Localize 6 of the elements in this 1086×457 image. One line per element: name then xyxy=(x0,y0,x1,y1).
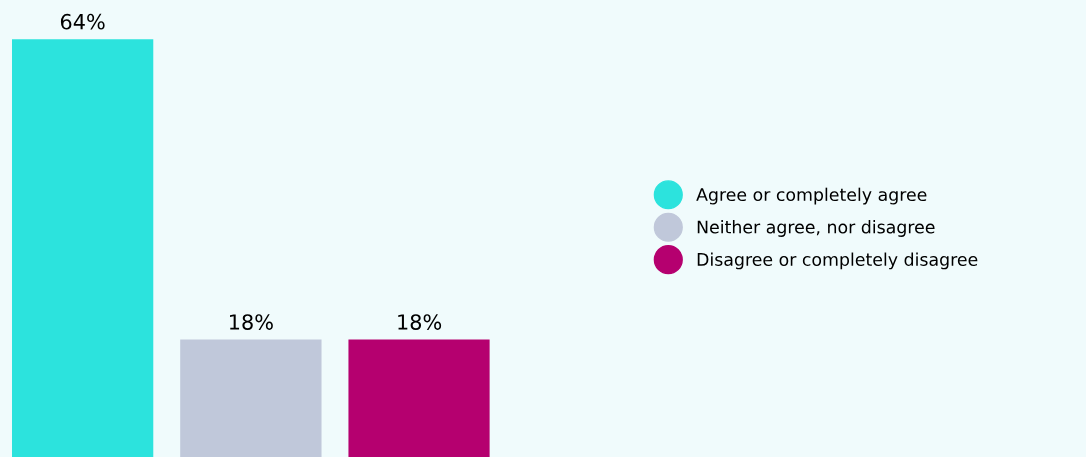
data-label: 64% xyxy=(60,13,105,30)
data-label: 18% xyxy=(230,314,273,330)
data-label: 18% xyxy=(398,314,442,330)
legend-label: Neither agree, nor disagree xyxy=(697,220,935,237)
legend-label: Disagree or completely disagree xyxy=(697,252,978,270)
legend-label: Agree or completely agree xyxy=(696,187,927,205)
